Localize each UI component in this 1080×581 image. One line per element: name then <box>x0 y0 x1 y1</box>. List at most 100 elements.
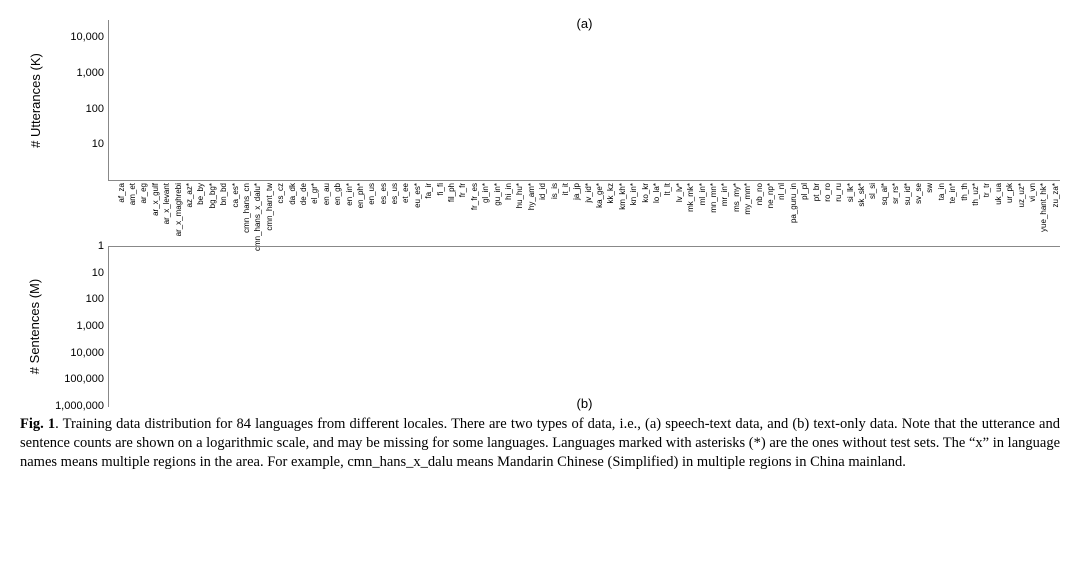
xlabel-slot: en_us <box>362 181 372 246</box>
xlabel-slot: ko_kr <box>636 181 646 246</box>
figure: # Utterances (K) 10,000 1,000 100 10 (a) af… <box>20 20 1060 472</box>
panel-a-bars <box>109 20 1060 180</box>
ytick-label: 100 <box>86 103 104 115</box>
panel-b-plot: (b) <box>108 246 1060 407</box>
xlabel-slot: de_de <box>294 181 304 246</box>
xlabel-slot: fi_fi <box>431 181 441 246</box>
xlabel-slot: ro_ro <box>818 181 828 246</box>
xlabel-slot: tr_tr <box>977 181 987 246</box>
xlabel-slot: gu_in* <box>488 181 498 246</box>
ytick-label: 1 <box>98 240 104 252</box>
xlabel-slot: th_uz* <box>966 181 976 246</box>
xlabel-slot: es_es <box>374 181 384 246</box>
xlabel-slot: mn_mn* <box>704 181 714 246</box>
xlabel-slot: ar_eg <box>135 181 145 246</box>
xlabel-slot: ca_es* <box>226 181 236 246</box>
xlabel-slot: ms_my* <box>727 181 737 246</box>
ytick-label: 10,000 <box>70 347 104 359</box>
ytick-label: 10,000 <box>70 31 104 43</box>
xlabel-slot: af_za <box>112 181 122 246</box>
ytick-label: 1,000 <box>76 320 104 332</box>
xlabel-slot: mk_mk* <box>681 181 691 246</box>
xlabel-slot: cs_cz <box>271 181 281 246</box>
xlabel-slot: uz_uz* <box>1012 181 1022 246</box>
xlabel-slot: yue_hant_hk* <box>1034 181 1044 246</box>
xlabel-slot: ka_ge* <box>590 181 600 246</box>
xlabel-slot: my_mm* <box>738 181 748 246</box>
xlabel-slot: lo_la* <box>647 181 657 246</box>
xlabel-slot: et_ee <box>397 181 407 246</box>
xlabel-slot: hi_in <box>499 181 509 246</box>
xlabel-slot: zu_za* <box>1046 181 1056 246</box>
ytick-label: 100,000 <box>64 373 104 385</box>
panel-a-ylabel: # Utterances (K) <box>20 20 50 181</box>
xlabel-slot: gl_in* <box>476 181 486 246</box>
xlabel-slot: uk_ua <box>989 181 999 246</box>
xlabel-slot: cmn_hant_tw <box>260 181 270 246</box>
x-axis-labels: af_zaam_etar_egar_x_gulfar_x_levantar_x_… <box>108 181 1060 246</box>
xlabel-slot: en_au <box>317 181 327 246</box>
xlabel-slot: sq_al* <box>875 181 885 246</box>
xlabel-slot: fil_ph <box>442 181 452 246</box>
xlabel-slot: nl_nl <box>772 181 782 246</box>
ylabel-text-b: # Sentences (M) <box>28 279 43 374</box>
caption-figure-number: Fig. 1 <box>20 416 55 432</box>
panel-a: # Utterances (K) 10,000 1,000 100 10 (a) <box>20 20 1060 181</box>
xlabel-slot: ta_in <box>932 181 942 246</box>
xlabel-slot: sw <box>921 181 931 246</box>
language-label: zu_za* <box>1051 183 1060 207</box>
xlabel-slot: kn_in* <box>624 181 634 246</box>
xlabel-slot: vi_vn <box>1023 181 1033 246</box>
xlabel-slot: am_et <box>123 181 133 246</box>
panel-b-yaxis: 1101001,00010,000100,0001,000,000 <box>50 246 108 406</box>
xlabel-slot: lt_lt <box>659 181 669 246</box>
xlabel-slot: id_id <box>533 181 543 246</box>
xlabel-slot: ru_ru <box>829 181 839 246</box>
ytick-label: 1,000,000 <box>55 400 104 412</box>
xlabel-slot: kk_kz <box>602 181 612 246</box>
xlabel-slot: te_in* <box>943 181 953 246</box>
panel-a-plot: (a) <box>108 20 1060 181</box>
xlabel-slot: en_gb <box>328 181 338 246</box>
xlabel-slot: da_dk <box>283 181 293 246</box>
xlabel-slot: ar_x_levant <box>157 181 167 246</box>
xlabel-slot: is_is <box>545 181 555 246</box>
xlabel-slot: ur_pk <box>1000 181 1010 246</box>
xlabel-slot: ml_in* <box>693 181 703 246</box>
panel-b: # Sentences (M) 1101001,00010,000100,000… <box>20 246 1060 407</box>
xlabel-slot: lv_lv* <box>670 181 680 246</box>
xlabel-slot: sl_si <box>864 181 874 246</box>
ytick-label: 100 <box>86 293 104 305</box>
xlabel-slot: mr_in* <box>716 181 726 246</box>
xlabel-slot: ja_jp <box>567 181 577 246</box>
panel-a-yaxis: 10,000 1,000 100 10 <box>50 20 108 180</box>
xlabel-slot: it_it <box>556 181 566 246</box>
xlabel-slot: en_in* <box>340 181 350 246</box>
xlabel-slot: hu_hu* <box>510 181 520 246</box>
panel-b-ylabel: # Sentences (M) <box>20 246 50 407</box>
xlabel-slot: cmn_hans_x_dalu* <box>248 181 258 246</box>
ylabel-text-a: # Utterances (K) <box>28 53 43 148</box>
xlabel-slot: az_az* <box>180 181 190 246</box>
xlabel-slot: hy_am* <box>522 181 532 246</box>
xlabel-slot: bg_bg* <box>203 181 213 246</box>
xlabel-slot: pl_pl <box>795 181 805 246</box>
xlabel-slot: si_lk* <box>841 181 851 246</box>
xlabel-slot: eu_es* <box>408 181 418 246</box>
xlabel-slot: sr_rs* <box>886 181 896 246</box>
xlabel-slot: fa_ir <box>419 181 429 246</box>
xlabel-slot: el_gr* <box>305 181 315 246</box>
panel-b-bars <box>109 247 1060 407</box>
xlabel-slot: bn_bd <box>214 181 224 246</box>
ytick-label: 10 <box>92 138 104 150</box>
figure-caption: Fig. 1. Training data distribution for 8… <box>20 415 1060 472</box>
xlabel-slot: ar_x_maghrebi <box>169 181 179 246</box>
xlabel-slot: pa_guru_in <box>784 181 794 246</box>
xlabel-slot: jv_id* <box>579 181 589 246</box>
xlabel-slot: ne_np* <box>761 181 771 246</box>
ytick-label: 1,000 <box>76 67 104 79</box>
xlabel-slot: cmn_hans_cn <box>237 181 247 246</box>
xlabel-slot: pt_br <box>807 181 817 246</box>
xlabel-slot: nb_no <box>750 181 760 246</box>
xlabel-slot: en_ph* <box>351 181 361 246</box>
